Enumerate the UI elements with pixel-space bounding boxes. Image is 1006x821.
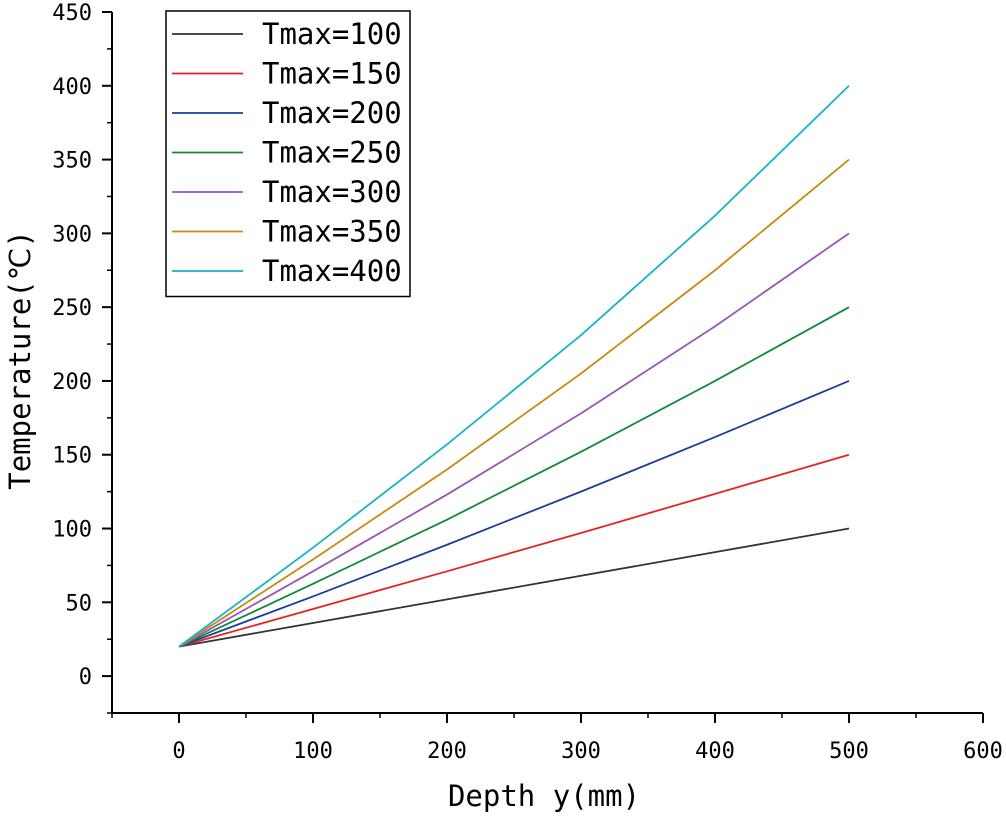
series-line xyxy=(178,380,850,648)
y-tick-label: 50 xyxy=(66,591,93,616)
y-tick-label: 300 xyxy=(52,222,92,247)
x-tick-label: 300 xyxy=(561,739,601,764)
axes: 0 100 200 300 400 500 600 0 50 100 150 200 250 300 350… xyxy=(52,1,1003,764)
y-tick-label: 450 xyxy=(52,1,92,26)
y-tick-label: 250 xyxy=(52,296,92,321)
y-tick-label: 200 xyxy=(52,370,92,395)
legend-label: Tmax=200 xyxy=(262,96,402,130)
series-line xyxy=(178,158,850,648)
series-line xyxy=(178,306,850,648)
y-tick-label: 400 xyxy=(52,75,92,100)
x-axis-title: Depth y(mm) xyxy=(448,779,640,813)
series-line xyxy=(178,232,850,648)
x-tick-label: 600 xyxy=(963,739,1003,764)
x-tick-label: 0 xyxy=(172,739,185,764)
legend-label: Tmax=300 xyxy=(262,175,402,209)
y-tick-label: 150 xyxy=(52,444,92,469)
y-tick-label: 350 xyxy=(52,149,92,174)
legend: Tmax=100 Tmax=150 Tmax=200 Tmax=250 Tmax=300… xyxy=(165,10,411,298)
legend-label: Tmax=350 xyxy=(262,215,402,249)
y-axis-title: Temperature(℃) xyxy=(3,230,37,490)
legend-label: Tmax=250 xyxy=(262,136,402,170)
legend-box xyxy=(165,10,411,298)
series-line xyxy=(178,85,850,648)
x-tick-label: 400 xyxy=(695,739,735,764)
series-line xyxy=(178,453,850,648)
series-lines xyxy=(178,85,850,648)
legend-label: Tmax=150 xyxy=(262,57,402,91)
y-tick-label: 0 xyxy=(79,665,92,690)
legend-label: Tmax=400 xyxy=(262,254,402,288)
x-tick-label: 500 xyxy=(829,739,869,764)
x-tick-label: 100 xyxy=(293,739,333,764)
x-tick-label: 200 xyxy=(427,739,467,764)
series-line xyxy=(178,527,850,648)
legend-label: Tmax=100 xyxy=(262,17,402,51)
y-tick-label: 100 xyxy=(52,518,92,543)
